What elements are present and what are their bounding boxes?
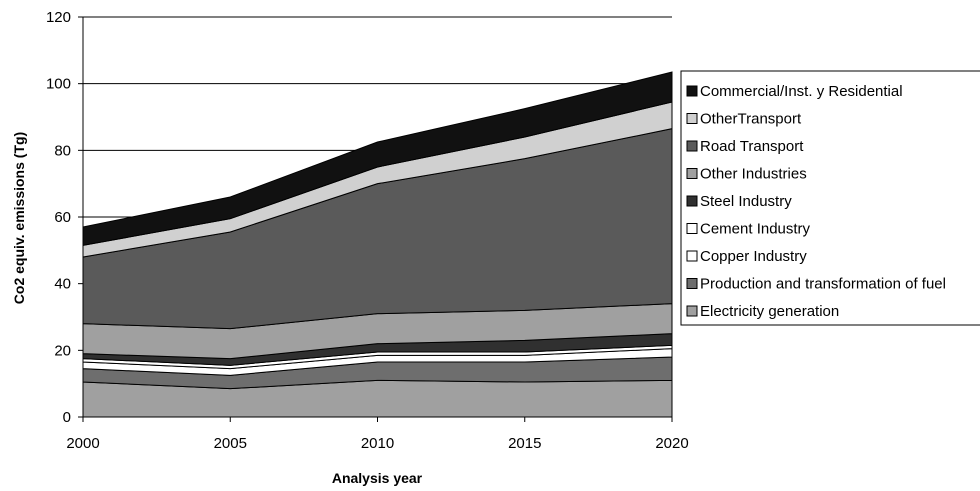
y-tick-label: 0 xyxy=(63,409,71,426)
legend-swatch xyxy=(686,168,698,179)
legend-swatch xyxy=(686,305,698,317)
legend-swatch xyxy=(686,223,698,234)
legend-swatch xyxy=(686,140,698,152)
x-tick-label: 2010 xyxy=(361,435,394,452)
legend-label: OtherTransport xyxy=(700,111,802,128)
x-axis-title: Analysis year xyxy=(332,470,423,486)
legend-label: Cement Industry xyxy=(700,221,811,238)
x-tick-label: 2020 xyxy=(655,435,688,452)
axes: 0 20 40 60 80 100 120 2000 2005 2010 2015 2020 xyxy=(46,9,689,452)
legend-swatch xyxy=(686,278,698,289)
y-tick-label: 40 xyxy=(54,276,71,293)
legend-label: Production and transformation of fuel xyxy=(700,276,946,293)
legend-label: Road Transport xyxy=(700,138,804,155)
y-tick-label: 60 xyxy=(54,209,71,226)
legend-swatch xyxy=(686,250,698,262)
y-tick-label: 100 xyxy=(46,76,71,93)
x-tick-label: 2005 xyxy=(214,435,247,452)
x-tick-label: 2000 xyxy=(66,435,99,452)
x-tick-label: 2015 xyxy=(508,435,541,452)
legend-label: Commercial/Inst. y Residential xyxy=(700,83,903,100)
legend-label: Electricity generation xyxy=(700,303,839,320)
y-tick-label: 80 xyxy=(54,142,71,159)
y-axis-title: Co2 equiv. emissions (Tg) xyxy=(11,132,27,304)
legend-label: Copper Industry xyxy=(700,248,807,265)
legend-label: Other Industries xyxy=(700,166,807,183)
areas xyxy=(82,71,673,418)
legend-swatch xyxy=(686,85,698,97)
legend-label: Steel Industry xyxy=(700,193,792,210)
y-tick-label: 20 xyxy=(54,342,71,359)
legend-box xyxy=(680,70,980,326)
y-tick-label: 120 xyxy=(46,9,71,26)
legend-swatch xyxy=(686,113,698,124)
legend: Commercial/Inst. y Residential OtherTrans… xyxy=(680,70,980,326)
legend-swatch xyxy=(686,195,698,207)
area-series-8 xyxy=(82,71,673,246)
